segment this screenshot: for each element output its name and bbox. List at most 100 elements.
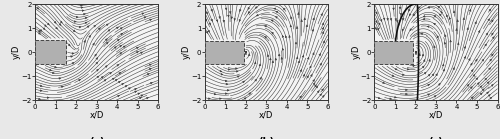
FancyArrowPatch shape [248,93,250,95]
FancyArrowPatch shape [120,45,122,47]
FancyArrowPatch shape [476,59,477,61]
FancyArrowPatch shape [85,17,87,19]
FancyArrowPatch shape [320,63,322,65]
FancyArrowPatch shape [392,8,394,10]
FancyArrowPatch shape [488,95,490,96]
X-axis label: x/D: x/D [90,111,104,120]
FancyArrowPatch shape [480,93,482,95]
FancyArrowPatch shape [248,7,250,9]
FancyArrowPatch shape [320,94,322,96]
FancyArrowPatch shape [38,30,40,32]
FancyArrowPatch shape [275,58,276,60]
FancyArrowPatch shape [485,78,486,80]
FancyArrowPatch shape [286,36,287,38]
FancyArrowPatch shape [408,9,410,11]
FancyArrowPatch shape [449,17,450,19]
FancyArrowPatch shape [40,90,42,91]
FancyArrowPatch shape [378,23,380,25]
FancyArrowPatch shape [221,73,223,75]
FancyArrowPatch shape [220,98,222,100]
FancyArrowPatch shape [489,9,490,11]
FancyArrowPatch shape [428,7,430,8]
FancyArrowPatch shape [467,28,468,30]
FancyArrowPatch shape [62,86,63,88]
FancyArrowPatch shape [104,80,106,81]
FancyArrowPatch shape [392,75,394,76]
FancyArrowPatch shape [402,74,404,75]
FancyArrowPatch shape [40,29,42,31]
FancyArrowPatch shape [136,47,138,49]
FancyArrowPatch shape [227,90,229,91]
FancyArrowPatch shape [150,82,152,84]
FancyArrowPatch shape [492,37,494,39]
FancyArrowPatch shape [310,66,311,68]
FancyArrowPatch shape [150,19,152,21]
FancyArrowPatch shape [276,11,278,13]
FancyArrowPatch shape [38,98,40,100]
FancyArrowPatch shape [306,25,308,27]
FancyArrowPatch shape [206,12,208,14]
FancyArrowPatch shape [228,69,230,70]
Bar [204,41,244,64]
FancyArrowPatch shape [120,28,122,29]
FancyArrowPatch shape [408,69,409,70]
FancyArrowPatch shape [492,54,493,56]
FancyArrowPatch shape [134,91,136,93]
FancyArrowPatch shape [402,18,404,20]
FancyArrowPatch shape [74,21,76,22]
FancyArrowPatch shape [282,48,284,50]
FancyArrowPatch shape [419,54,420,56]
FancyArrowPatch shape [316,86,318,88]
FancyArrowPatch shape [231,17,232,19]
FancyArrowPatch shape [310,75,312,76]
FancyArrowPatch shape [486,92,488,94]
Text: (b): (b) [258,136,274,139]
FancyArrowPatch shape [422,54,424,56]
FancyArrowPatch shape [290,17,292,19]
FancyArrowPatch shape [236,68,238,69]
FancyArrowPatch shape [490,97,492,99]
FancyArrowPatch shape [230,12,231,13]
FancyArrowPatch shape [268,55,269,57]
FancyArrowPatch shape [302,55,304,57]
FancyArrowPatch shape [270,58,271,60]
FancyArrowPatch shape [428,26,429,27]
FancyArrowPatch shape [424,72,426,74]
FancyArrowPatch shape [394,96,396,98]
FancyArrowPatch shape [70,56,72,57]
FancyArrowPatch shape [52,72,54,74]
FancyArrowPatch shape [40,85,42,87]
FancyArrowPatch shape [314,85,316,87]
FancyArrowPatch shape [128,88,130,89]
FancyArrowPatch shape [400,13,402,15]
FancyArrowPatch shape [242,81,244,83]
FancyArrowPatch shape [208,98,210,99]
FancyArrowPatch shape [245,52,246,54]
FancyArrowPatch shape [428,74,430,76]
FancyArrowPatch shape [410,29,412,31]
FancyArrowPatch shape [415,52,417,54]
X-axis label: x/D: x/D [429,111,443,120]
FancyArrowPatch shape [424,60,425,62]
FancyArrowPatch shape [428,94,430,95]
FancyArrowPatch shape [470,87,472,89]
FancyArrowPatch shape [82,10,84,12]
FancyArrowPatch shape [43,28,45,29]
Y-axis label: y/D: y/D [352,45,360,59]
FancyArrowPatch shape [239,19,240,21]
FancyArrowPatch shape [428,84,430,86]
Y-axis label: y/D: y/D [182,45,191,59]
FancyArrowPatch shape [255,79,256,81]
FancyArrowPatch shape [298,61,300,63]
FancyArrowPatch shape [112,78,114,80]
FancyArrowPatch shape [467,84,469,86]
FancyArrowPatch shape [318,91,319,93]
Text: (a): (a) [89,136,104,139]
FancyArrowPatch shape [476,78,478,80]
FancyArrowPatch shape [276,17,278,18]
FancyArrowPatch shape [85,22,87,24]
FancyArrowPatch shape [281,57,282,59]
FancyArrowPatch shape [313,80,314,81]
FancyArrowPatch shape [206,31,208,33]
FancyArrowPatch shape [248,12,250,13]
